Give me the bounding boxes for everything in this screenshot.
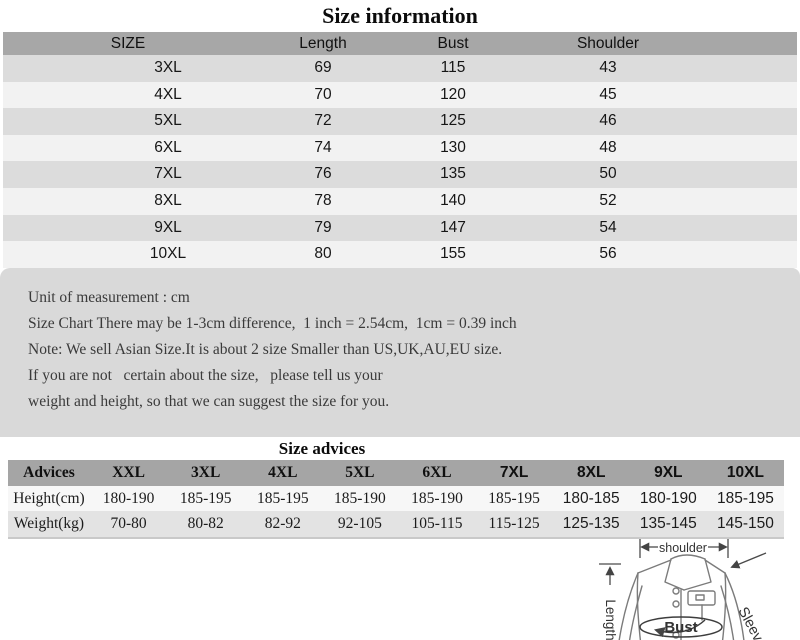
bust-cell: 155 xyxy=(440,245,466,263)
advices-cell: 185-190 xyxy=(334,490,386,507)
advices-cell: 185-195 xyxy=(716,490,774,507)
shoulder-cell: 45 xyxy=(599,85,617,103)
size-advices-section: Size advices Advices XXL 3XL 4XL 5XL 6XL… xyxy=(8,437,784,539)
bust-cell: 147 xyxy=(440,218,466,236)
length-cell: 80 xyxy=(314,245,332,263)
advices-cell: 180-185 xyxy=(562,490,620,507)
advices-row-label: Height(cm) xyxy=(13,490,85,507)
bust-measure-line xyxy=(639,616,723,638)
size-cell: 9XL xyxy=(154,218,182,236)
advices-cell: 185-195 xyxy=(179,490,232,507)
size-table-row: 4XL 70 120 45 xyxy=(3,81,797,109)
bust-cell: 135 xyxy=(440,165,466,183)
shirt-outline xyxy=(618,554,745,640)
advices-cell: 105-115 xyxy=(411,515,463,532)
advices-cell: 180-190 xyxy=(639,490,697,507)
diagram-label-sleeve: Sleeve xyxy=(735,605,770,640)
advices-table-row: Height(cm) 180-190 185-195 185-195 185-1… xyxy=(8,486,784,511)
size-table-row: 10XL 80 155 56 xyxy=(3,241,797,268)
size-cell: 5XL xyxy=(154,112,182,130)
advices-cell: 115-125 xyxy=(488,515,540,532)
size-cell: 4XL xyxy=(154,85,182,103)
size-table-header-cell: SIZE xyxy=(110,35,146,52)
size-cell: 6XL xyxy=(154,138,182,156)
size-table-row: 6XL 74 130 48 xyxy=(3,134,797,162)
size-table-row: 9XL 79 147 54 xyxy=(3,214,797,242)
diagram-label-shoulder: shoulder xyxy=(659,541,707,555)
advices-cell: 125-135 xyxy=(562,515,620,532)
size-table-header-cell: Shoulder xyxy=(576,35,640,52)
note-line: weight and height, so that we can sugges… xyxy=(28,393,390,410)
bust-cell: 125 xyxy=(440,112,466,130)
diagram-label-bust: Bust xyxy=(664,619,697,636)
note-line: If you are not certain about the size, p… xyxy=(28,367,383,384)
size-table-header: SIZE Length Bust Shoulder xyxy=(3,32,797,55)
note-line: Size Chart There may be 1-3cm difference… xyxy=(28,315,517,332)
length-cell: 76 xyxy=(314,165,332,183)
length-cell: 78 xyxy=(314,191,332,209)
size-cell: 10XL xyxy=(149,245,187,263)
advices-header-cell: 6XL xyxy=(422,464,452,481)
measurement-notes: Unit of measurement : cm Size Chart Ther… xyxy=(28,285,517,415)
advices-table-row: Weight(kg) 70-80 80-82 82-92 92-105 105-… xyxy=(8,511,784,539)
size-cell: 8XL xyxy=(154,191,182,209)
length-cell: 74 xyxy=(314,138,332,156)
advices-cell: 180-190 xyxy=(102,490,155,507)
shirt-diagram: shoulder Length Bust Sleeve xyxy=(599,535,770,640)
dimension-lines xyxy=(599,535,767,585)
size-cell: 3XL xyxy=(154,59,182,76)
advices-cell: 145-150 xyxy=(716,515,774,532)
shoulder-cell: 43 xyxy=(599,59,617,76)
advices-table: Height(cm) 180-190 185-195 185-195 185-1… xyxy=(8,486,784,539)
advices-cell: 135-145 xyxy=(639,515,697,532)
bust-cell: 115 xyxy=(440,59,466,76)
advices-cell: 82-92 xyxy=(264,515,301,532)
bust-cell: 130 xyxy=(440,138,466,156)
advices-cell: 70-80 xyxy=(110,515,147,532)
advices-header-cell: 4XL xyxy=(268,464,298,481)
size-table-row: 8XL 78 140 52 xyxy=(3,187,797,215)
advices-header-cell: 7XL xyxy=(499,464,529,481)
bust-cell: 120 xyxy=(440,85,466,103)
page-title: Size information xyxy=(322,3,478,28)
measurement-notes-panel: Unit of measurement : cm Size Chart Ther… xyxy=(0,268,800,640)
note-line: Note: We sell Asian Size.It is about 2 s… xyxy=(28,341,503,358)
advices-cell: 80-82 xyxy=(187,515,224,532)
shoulder-cell: 46 xyxy=(599,112,617,130)
size-table-row: 3XL 69 115 43 xyxy=(3,55,797,82)
size-table-header-cell: Length xyxy=(299,35,347,52)
advices-header-cell: 5XL xyxy=(345,464,375,481)
length-cell: 72 xyxy=(314,112,332,130)
size-advices-title: Size advices xyxy=(8,437,784,460)
advices-cell: 185-190 xyxy=(411,490,463,507)
advices-header-cell: 8XL xyxy=(576,464,606,481)
advices-row-label: Weight(kg) xyxy=(13,515,85,532)
advices-table-header: Advices XXL 3XL 4XL 5XL 6XL 7XL 8XL 9XL … xyxy=(8,460,784,486)
shoulder-cell: 50 xyxy=(599,165,617,183)
note-line: Unit of measurement : cm xyxy=(28,289,190,306)
size-table-row: 7XL 76 135 50 xyxy=(3,161,797,188)
diagram-label-length: Length xyxy=(603,599,618,640)
shoulder-cell: 54 xyxy=(599,218,617,236)
size-table-row: 5XL 72 125 46 xyxy=(3,108,797,135)
size-table: 3XL 69 115 43 4XL 70 120 45 5XL 72 125 4… xyxy=(3,55,797,268)
length-cell: 70 xyxy=(314,85,332,103)
advices-header-cell: Advices xyxy=(23,464,75,481)
size-cell: 7XL xyxy=(154,165,182,183)
advices-header-cell: 3XL xyxy=(191,464,221,481)
advices-header-cell: 10XL xyxy=(726,464,764,481)
shoulder-cell: 48 xyxy=(599,138,617,156)
advices-header-cell: XXL xyxy=(112,464,145,481)
shoulder-cell: 52 xyxy=(599,191,617,209)
advices-cell: 185-195 xyxy=(256,490,309,507)
advices-header-cell: 9XL xyxy=(654,464,683,481)
shoulder-cell: 56 xyxy=(599,245,617,263)
advices-cell: 185-195 xyxy=(488,490,540,507)
size-table-header-cell: Bust xyxy=(437,35,469,52)
advices-cell: 92-105 xyxy=(337,515,382,532)
bust-cell: 140 xyxy=(440,191,466,209)
length-cell: 69 xyxy=(314,59,332,76)
length-cell: 79 xyxy=(314,218,332,236)
